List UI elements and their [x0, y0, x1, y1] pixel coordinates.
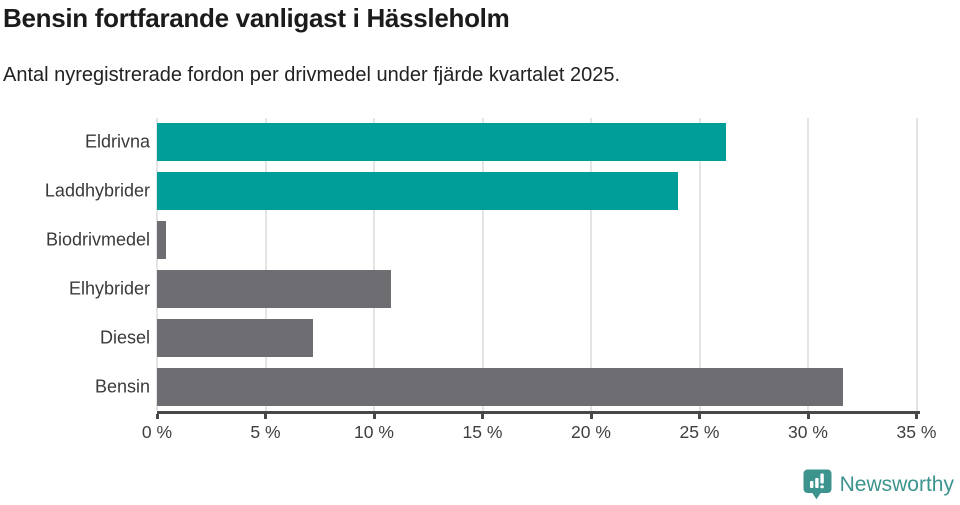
gridline — [264, 118, 267, 411]
x-axis-tick — [698, 414, 701, 419]
x-axis-tick-label: 25 % — [679, 422, 720, 442]
x-axis-line — [157, 411, 920, 414]
bar-chart: Eldrivna Laddhybrider Biodrivmedel Elhybrid… — [0, 118, 936, 458]
x-axis-tick — [155, 414, 159, 419]
chart-subtitle: Antal nyregistrerade fordon per drivmede… — [3, 64, 621, 86]
bar — [157, 367, 843, 406]
x-axis-tick — [915, 414, 918, 419]
newsworthy-wordmark: Newsworthy — [839, 472, 954, 496]
gridline — [698, 118, 701, 411]
gridline — [481, 118, 484, 411]
x-axis-tick — [806, 414, 810, 419]
x-axis-tick-label: 30 % — [788, 422, 828, 442]
x-axis-tick-label: 15 % — [462, 422, 503, 442]
gridline — [156, 118, 158, 411]
newsworthy-logo: Newsworthy — [803, 469, 954, 500]
gridline — [373, 118, 375, 411]
x-axis-tick — [372, 414, 376, 419]
x-axis-tick-label: 35 % — [896, 422, 937, 442]
x-axis-tick — [481, 414, 484, 419]
bar-row: Eldrivna — [0, 118, 924, 167]
bar-row: Bensin — [0, 362, 924, 411]
category-label: Laddhybrider — [44, 180, 150, 201]
bar-row: Diesel — [0, 313, 924, 362]
category-label: Eldrivna — [84, 131, 150, 152]
x-axis-tick — [589, 414, 593, 419]
bar — [157, 123, 726, 162]
x-axis-tick-label: 10 % — [354, 422, 394, 442]
bar-row: Laddhybrider — [0, 167, 924, 216]
category-label: Elhybrider — [68, 278, 150, 299]
bar — [157, 221, 166, 260]
bar-row: Elhybrider — [0, 264, 924, 313]
x-axis-tick — [264, 414, 267, 419]
category-label: Biodrivmedel — [45, 229, 150, 250]
gridline — [590, 118, 592, 411]
x-axis-tick-label: 5 % — [250, 422, 281, 442]
gridline — [807, 118, 809, 411]
bar-row: Biodrivmedel — [0, 216, 924, 265]
newsworthy-icon — [803, 469, 832, 500]
gridline — [915, 118, 918, 411]
bar — [157, 172, 678, 211]
bar — [157, 318, 314, 357]
bar-rows: Eldrivna Laddhybrider Biodrivmedel Elhybrid… — [0, 118, 924, 411]
chart-title: Bensin fortfarande vanligast i Hässlehol… — [3, 3, 510, 33]
category-label: Bensin — [94, 376, 150, 397]
bar — [157, 269, 392, 308]
x-axis-tick-label: 0 % — [141, 422, 173, 442]
category-label: Diesel — [99, 327, 150, 348]
x-axis-tick-label: 20 % — [571, 422, 611, 442]
